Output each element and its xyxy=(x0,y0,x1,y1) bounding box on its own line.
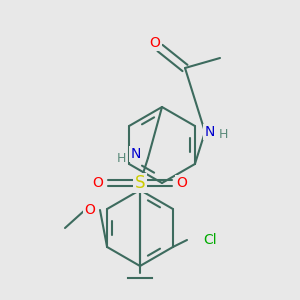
Text: O: O xyxy=(85,203,95,217)
Text: O: O xyxy=(177,176,188,190)
Text: O: O xyxy=(93,176,104,190)
Text: H: H xyxy=(116,152,126,164)
Text: N: N xyxy=(131,147,141,161)
Text: H: H xyxy=(218,128,228,142)
Text: S: S xyxy=(135,174,145,192)
Text: O: O xyxy=(150,36,160,50)
Text: N: N xyxy=(205,125,215,139)
Text: Cl: Cl xyxy=(203,233,217,247)
